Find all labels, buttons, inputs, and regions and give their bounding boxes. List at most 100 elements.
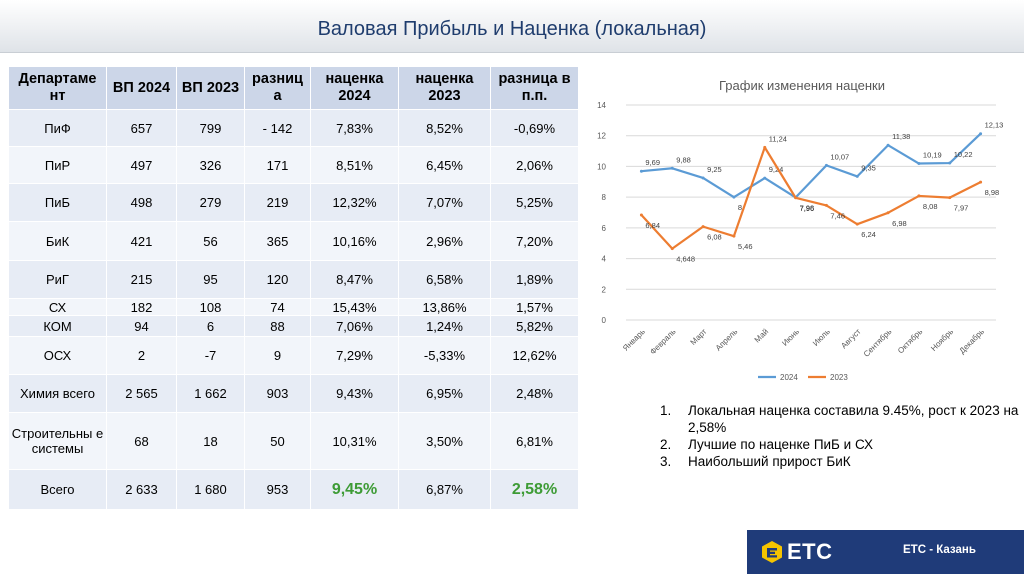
table-cell: -0,69% — [490, 109, 579, 147]
title-bar: Валовая Прибыль и Наценка (локальная) — [0, 0, 1024, 53]
table-cell: 7,07% — [398, 183, 491, 222]
data-label: 4,648 — [676, 255, 695, 264]
table-cell: 6,81% — [490, 412, 579, 470]
data-point — [763, 145, 767, 149]
table-cell: 953 — [244, 469, 311, 510]
data-point — [886, 143, 890, 147]
table-body: ПиФ 657 799- 142 7,83% 8,52% -0,69% ПиР 497 326 1… — [8, 109, 579, 510]
table-cell: 6,87% — [398, 469, 491, 510]
table-row: РиГ 215 95 120 8,47% 6,58% 1,89% — [8, 260, 579, 299]
column-header: наценка 2023 — [398, 66, 491, 110]
table-cell: 2 633 — [106, 469, 177, 510]
footer-bar: ETC ЕТС - Казань — [747, 530, 1024, 574]
table-cell: 50 — [244, 412, 311, 470]
table-row: Химия всего 2 565 1 662 903 9,43% 6,95% 2,48% — [8, 374, 579, 413]
data-label: 7,46 — [830, 211, 845, 220]
x-tick-label: Февраль — [648, 327, 677, 356]
table-cell: 3,50% — [398, 412, 491, 470]
table-cell: КОМ — [8, 315, 107, 337]
table-cell: 326 — [176, 146, 245, 184]
data-point — [701, 176, 705, 180]
x-tick-label: Май — [753, 327, 770, 344]
list-text: Наибольший прирост БиК — [688, 454, 851, 469]
data-point — [886, 211, 890, 215]
data-point — [917, 162, 921, 166]
data-label: 9,35 — [861, 163, 876, 172]
list-item: 2. Лучшие по наценке ПиБ и СХ — [660, 436, 1020, 453]
table-cell: 7,20% — [490, 221, 579, 261]
data-label: 10,19 — [923, 151, 942, 160]
table-row: ОСХ 2 -7 9 7,29% -5,33% 12,62% — [8, 336, 579, 375]
table-cell: 1 680 — [176, 469, 245, 510]
list-text: Лучшие по наценке ПиБ и СХ — [688, 437, 873, 452]
table-cell: 279 — [176, 183, 245, 222]
x-tick-label: Декабрь — [958, 327, 986, 355]
data-point — [948, 196, 952, 200]
table-cell: 12,32% — [310, 183, 399, 222]
table-cell: 497 — [106, 146, 177, 184]
data-label: 7,96 — [800, 204, 815, 213]
table-cell: 365 — [244, 221, 311, 261]
table-cell: 120 — [244, 260, 311, 299]
data-label: 9,25 — [707, 165, 722, 174]
table-row: ПиБ 498 279 219 12,32% 7,07% 5,25% — [8, 183, 579, 222]
y-tick-label: 2 — [602, 285, 607, 294]
series-line-2023 — [640, 146, 982, 250]
data-point — [824, 163, 828, 167]
table-cell: 88 — [244, 315, 311, 337]
data-point — [855, 222, 859, 226]
list-number: 2. — [660, 437, 672, 452]
y-tick-label: 6 — [602, 224, 607, 233]
table-cell: 7,29% — [310, 336, 399, 375]
table-cell: Химия всего — [8, 374, 107, 413]
table-cell: 12,62% — [490, 336, 579, 375]
table-cell: 8,51% — [310, 146, 399, 184]
series-line-2024 — [641, 132, 982, 199]
table-cell: 6,58% — [398, 260, 491, 299]
table-row: ПиР 497 326 171 8,51% 6,45% 2,06% — [8, 146, 579, 184]
data-point — [670, 166, 674, 170]
data-label: 6,84 — [645, 221, 660, 230]
column-header: ВП 2023 — [176, 66, 245, 110]
table-cell: 215 — [106, 260, 177, 299]
table-cell: 9,45% — [310, 469, 399, 510]
table-cell: ПиР — [8, 146, 107, 184]
data-label: 8 — [738, 203, 742, 212]
data-point — [732, 195, 736, 199]
footer-label: ЕТС - Казань — [903, 544, 976, 556]
list-text: Локальная наценка составила 9.45%, рост … — [688, 403, 1019, 435]
table-cell: 1 662 — [176, 374, 245, 413]
data-label: 7,97 — [954, 204, 969, 213]
x-tick-label: Август — [839, 327, 863, 351]
table-row: Строительны е системы 68 18 50 10,31% 3,50% 6,… — [8, 412, 579, 470]
table-cell: 2,58% — [490, 469, 579, 510]
data-label: 12,13 — [985, 121, 1004, 130]
table-cell: 56 — [176, 221, 245, 261]
table-cell: 1,57% — [490, 298, 579, 316]
table-cell: 10,16% — [310, 221, 399, 261]
table-cell: ПиФ — [8, 109, 107, 147]
table-cell: 498 — [106, 183, 177, 222]
table-cell: 1,24% — [398, 315, 491, 337]
data-label: 8,08 — [923, 202, 938, 211]
table-cell: 15,43% — [310, 298, 399, 316]
list-item: 1. Локальная наценка составила 9.45%, ро… — [660, 402, 1020, 436]
data-point — [948, 161, 952, 165]
column-header: Департаме нт — [8, 66, 107, 110]
table-cell: - 142 — [244, 109, 311, 147]
table-cell: 10,31% — [310, 412, 399, 470]
x-tick-label: Октябрь — [896, 327, 924, 355]
list-number: 1. — [660, 403, 672, 418]
data-label: 9,69 — [645, 158, 660, 167]
column-header: ВП 2024 — [106, 66, 177, 110]
margin-table: Департаме нт ВП 2024 ВП 2023 разниц а на… — [8, 66, 579, 510]
table-cell: 2,96% — [398, 221, 491, 261]
data-label: 5,46 — [738, 242, 753, 251]
column-header: разница в п.п. — [490, 66, 579, 110]
data-label: 10,22 — [954, 150, 973, 159]
data-point — [639, 213, 643, 217]
data-point — [917, 194, 921, 198]
list-number: 3. — [660, 454, 672, 469]
table-cell: 171 — [244, 146, 311, 184]
table-cell: -7 — [176, 336, 245, 375]
